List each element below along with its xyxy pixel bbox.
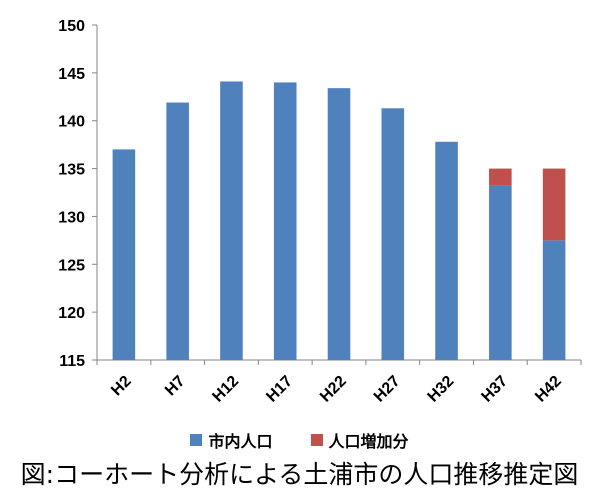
y-tick-label: 145 <box>58 66 85 83</box>
y-tick-label: 135 <box>58 162 85 179</box>
bars <box>112 81 566 361</box>
bar-population <box>489 185 512 360</box>
legend-label-population: 市内人口 <box>208 432 273 451</box>
bar-population <box>273 82 297 360</box>
y-tick-label: 125 <box>58 257 85 274</box>
x-tick-label: H22 <box>317 373 350 406</box>
x-tick-label: H7 <box>162 373 189 400</box>
x-tick-label: H2 <box>108 373 135 400</box>
legend-item-increase: 人口増加分 <box>310 428 409 452</box>
bar-increase <box>489 168 512 186</box>
legend-label-increase: 人口増加分 <box>328 432 409 451</box>
y-tick-label: 140 <box>58 114 85 131</box>
x-tick-label: H42 <box>532 373 565 406</box>
y-tick-label: 130 <box>58 209 85 226</box>
bar-population <box>435 141 458 360</box>
bar-population <box>112 149 136 360</box>
legend: 市内人口 人口増加分 <box>0 428 599 452</box>
bar-increase <box>542 168 566 241</box>
y-tick-label: 150 <box>58 18 85 35</box>
bar-population <box>381 108 405 361</box>
x-tick-label: H37 <box>478 373 511 406</box>
x-tick-label: H12 <box>209 373 242 406</box>
y-tick-label: 120 <box>58 305 85 322</box>
x-axis: H2 H7 H12 H17 H22 H27 H32 H37 H42 <box>96 359 582 406</box>
y-axis: 115 120 125 130 135 140 145 150 <box>58 18 98 370</box>
bar-population <box>542 240 566 360</box>
legend-item-population: 市内人口 <box>190 428 273 452</box>
x-tick-label: H32 <box>425 373 458 406</box>
x-tick-label: H17 <box>263 373 296 406</box>
y-tick-label: 115 <box>59 353 85 370</box>
figure-caption: 図:コーホート分析による土浦市の人口推移推定図 <box>20 460 579 489</box>
x-tick-label: H27 <box>371 373 404 406</box>
bar-population <box>327 88 351 361</box>
legend-swatch-increase <box>310 434 323 446</box>
bar-population <box>166 102 189 361</box>
legend-swatch-population <box>190 434 203 446</box>
bar-population <box>220 81 243 360</box>
